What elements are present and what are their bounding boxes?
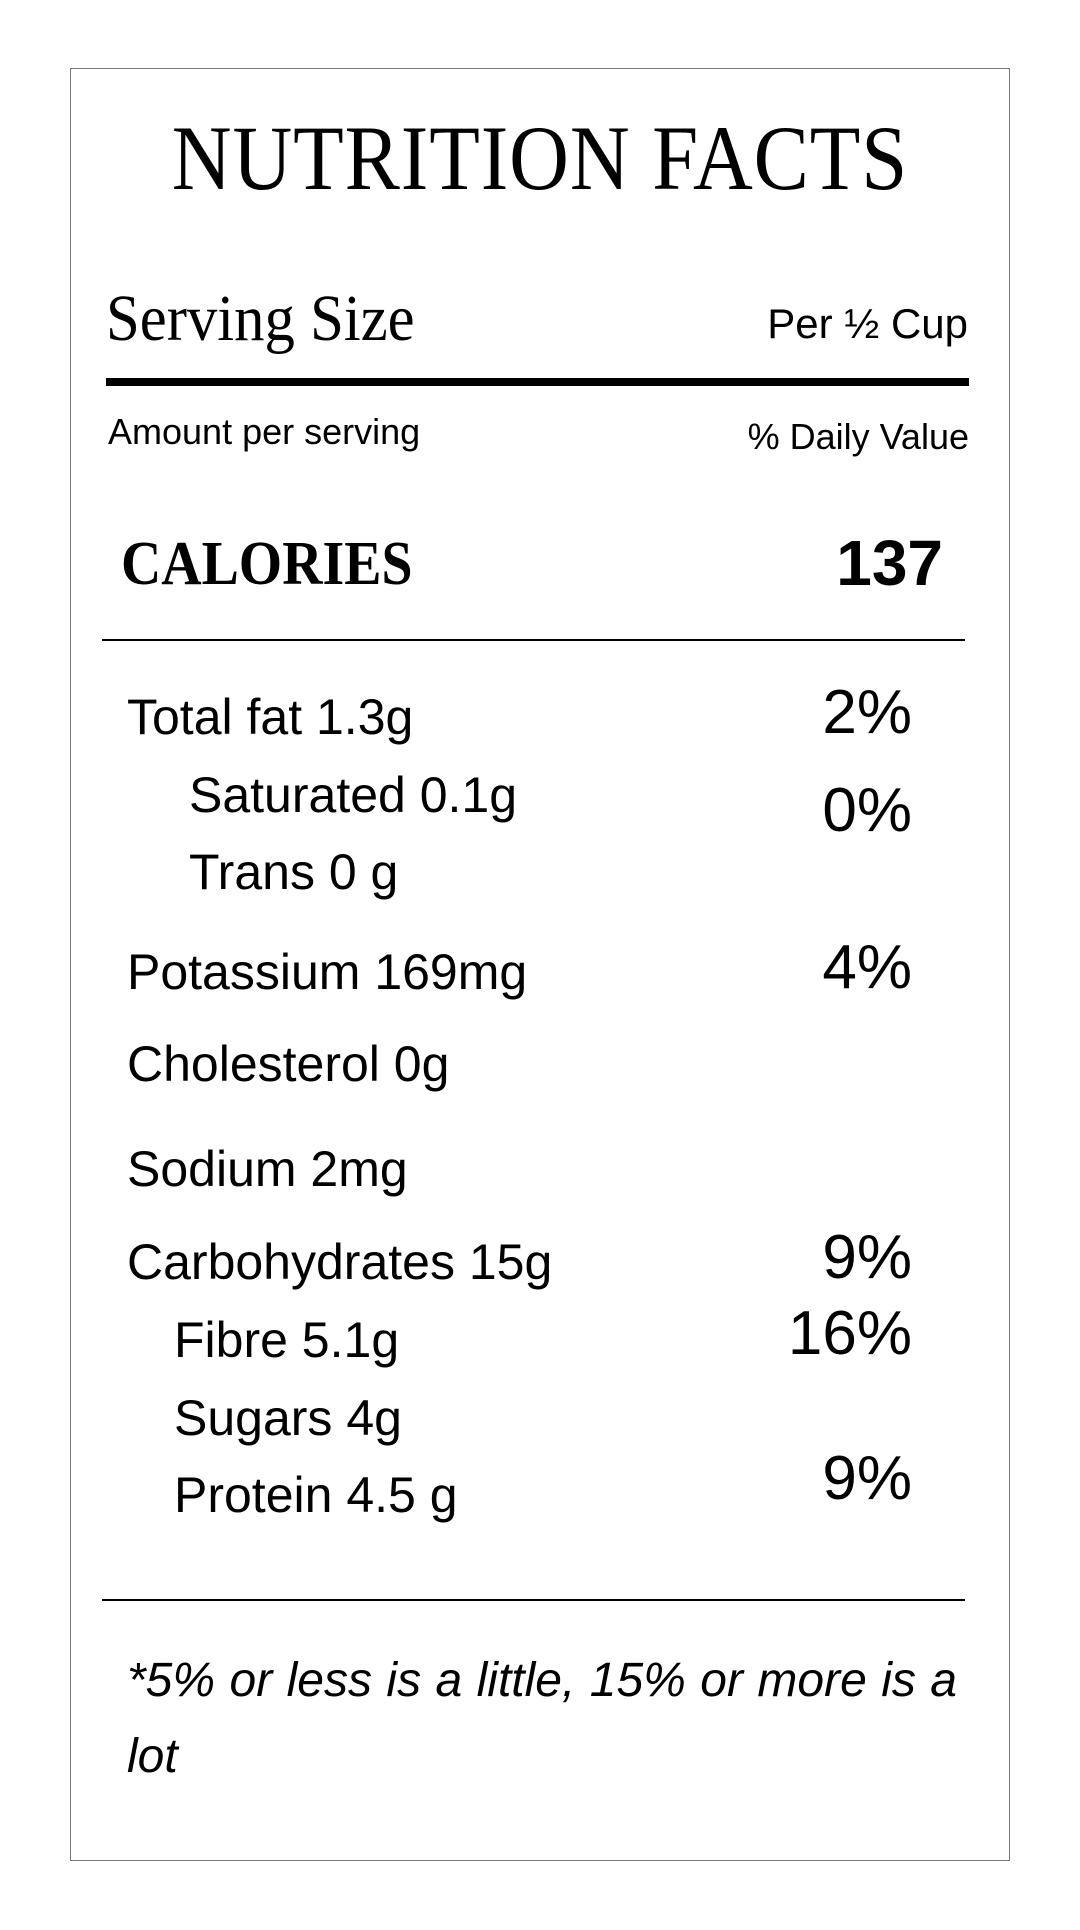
percent-potassium: 4% [822, 933, 912, 1002]
nutrient-trans: Trans 0 g [189, 844, 399, 900]
nutrient-cholesterol: Cholesterol 0g [127, 1036, 450, 1092]
percent-saturated: 0% [822, 776, 912, 845]
nutrient-total-fat: Total fat 1.3g [127, 689, 414, 745]
nutrient-fibre: Fibre 5.1g [174, 1312, 400, 1368]
amount-per-serving-label: Amount per serving [108, 411, 421, 452]
nutrient-protein: Protein 4.5 g [174, 1467, 458, 1523]
percent-total-fat: 2% [822, 678, 912, 747]
nutrient-sugars: Sugars 4g [174, 1390, 402, 1446]
thick-divider [106, 378, 969, 386]
percent-fibre: 16% [787, 1299, 912, 1368]
footnote: *5% or less is a little, 15% or more is … [127, 1654, 957, 1783]
percent-carbohydrates: 9% [822, 1223, 912, 1292]
calories-value: 137 [836, 527, 943, 599]
nutrient-saturated: Saturated 0.1g [189, 767, 518, 823]
serving-size-label: Serving Size [106, 282, 415, 355]
serving-size-value: Per ½ Cup [767, 300, 968, 347]
nutrition-label-border [70, 68, 1010, 1861]
calories-label: CALORIES [121, 530, 413, 598]
percent-protein: 9% [822, 1444, 912, 1513]
page-title: NUTRITION FACTS [171, 107, 909, 209]
nutrient-carbohydrates: Carbohydrates 15g [127, 1234, 553, 1290]
divider [102, 1599, 965, 1601]
nutrient-sodium: Sodium 2mg [127, 1141, 408, 1197]
daily-value-label: % Daily Value [747, 416, 969, 457]
divider [102, 639, 965, 641]
nutrient-potassium: Potassium 169mg [127, 944, 528, 1000]
